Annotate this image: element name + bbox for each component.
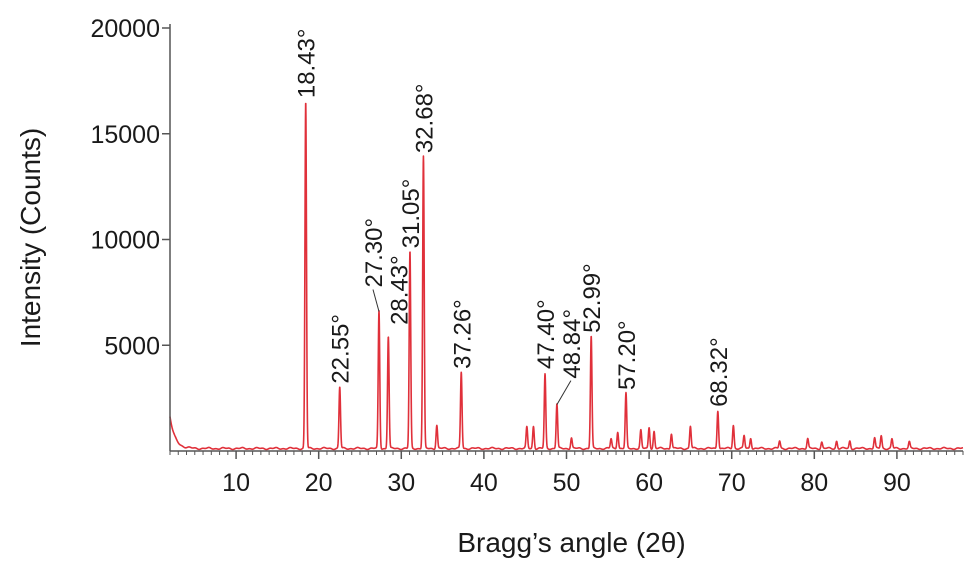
- x-tick-label: 90: [883, 469, 911, 497]
- peak-label: 57.20°: [614, 320, 641, 390]
- y-axis-ticks: 5000 10000 15000 20000: [90, 15, 170, 360]
- y-tick-label: 10000: [90, 227, 160, 255]
- y-axis-title: Intensity (Counts): [15, 128, 46, 347]
- intensity-series-line: [169, 102, 964, 451]
- peak-label: 68.32°: [706, 337, 733, 407]
- peak-label: 18.43°: [294, 28, 321, 98]
- x-tick-label: 50: [553, 469, 581, 497]
- x-axis-ticks: 10 20 30 40 50 60 70 80 90: [169, 451, 964, 497]
- peak-leader-line: [372, 289, 380, 312]
- peak-labels: 18.43° 22.55°27.30°28.43° 31.05° 32.68° 37.2…: [294, 28, 733, 406]
- x-tick-label: 60: [635, 469, 663, 497]
- peak-label: 37.26°: [449, 299, 476, 369]
- peak-label: 47.40°: [533, 299, 560, 369]
- y-tick-label: 15000: [90, 121, 160, 149]
- y-tick-label: 20000: [90, 15, 160, 43]
- peak-label: 27.30°: [361, 218, 388, 288]
- peak-label: 28.43°: [386, 255, 413, 325]
- peak-label: 22.55°: [328, 314, 355, 384]
- x-tick-label: 80: [800, 469, 828, 497]
- peak-label: 31.05°: [398, 179, 425, 249]
- x-tick-label: 40: [470, 469, 498, 497]
- x-tick-label: 30: [387, 469, 415, 497]
- x-tick-label: 10: [222, 469, 250, 497]
- plot-area: 10 20 30 40 50 60 70 80 90 5000 10000 15000 20000 1…: [90, 15, 964, 497]
- peak-leader-line: [556, 380, 572, 405]
- peak-label: 32.68°: [411, 83, 438, 153]
- x-tick-label: 20: [305, 469, 333, 497]
- y-tick-label: 5000: [104, 332, 160, 360]
- x-axis-title: Bragg’s angle (2θ): [457, 527, 685, 558]
- x-tick-label: 70: [718, 469, 746, 497]
- peak-label: 52.99°: [579, 263, 606, 333]
- peak-label: 48.84°: [559, 309, 586, 379]
